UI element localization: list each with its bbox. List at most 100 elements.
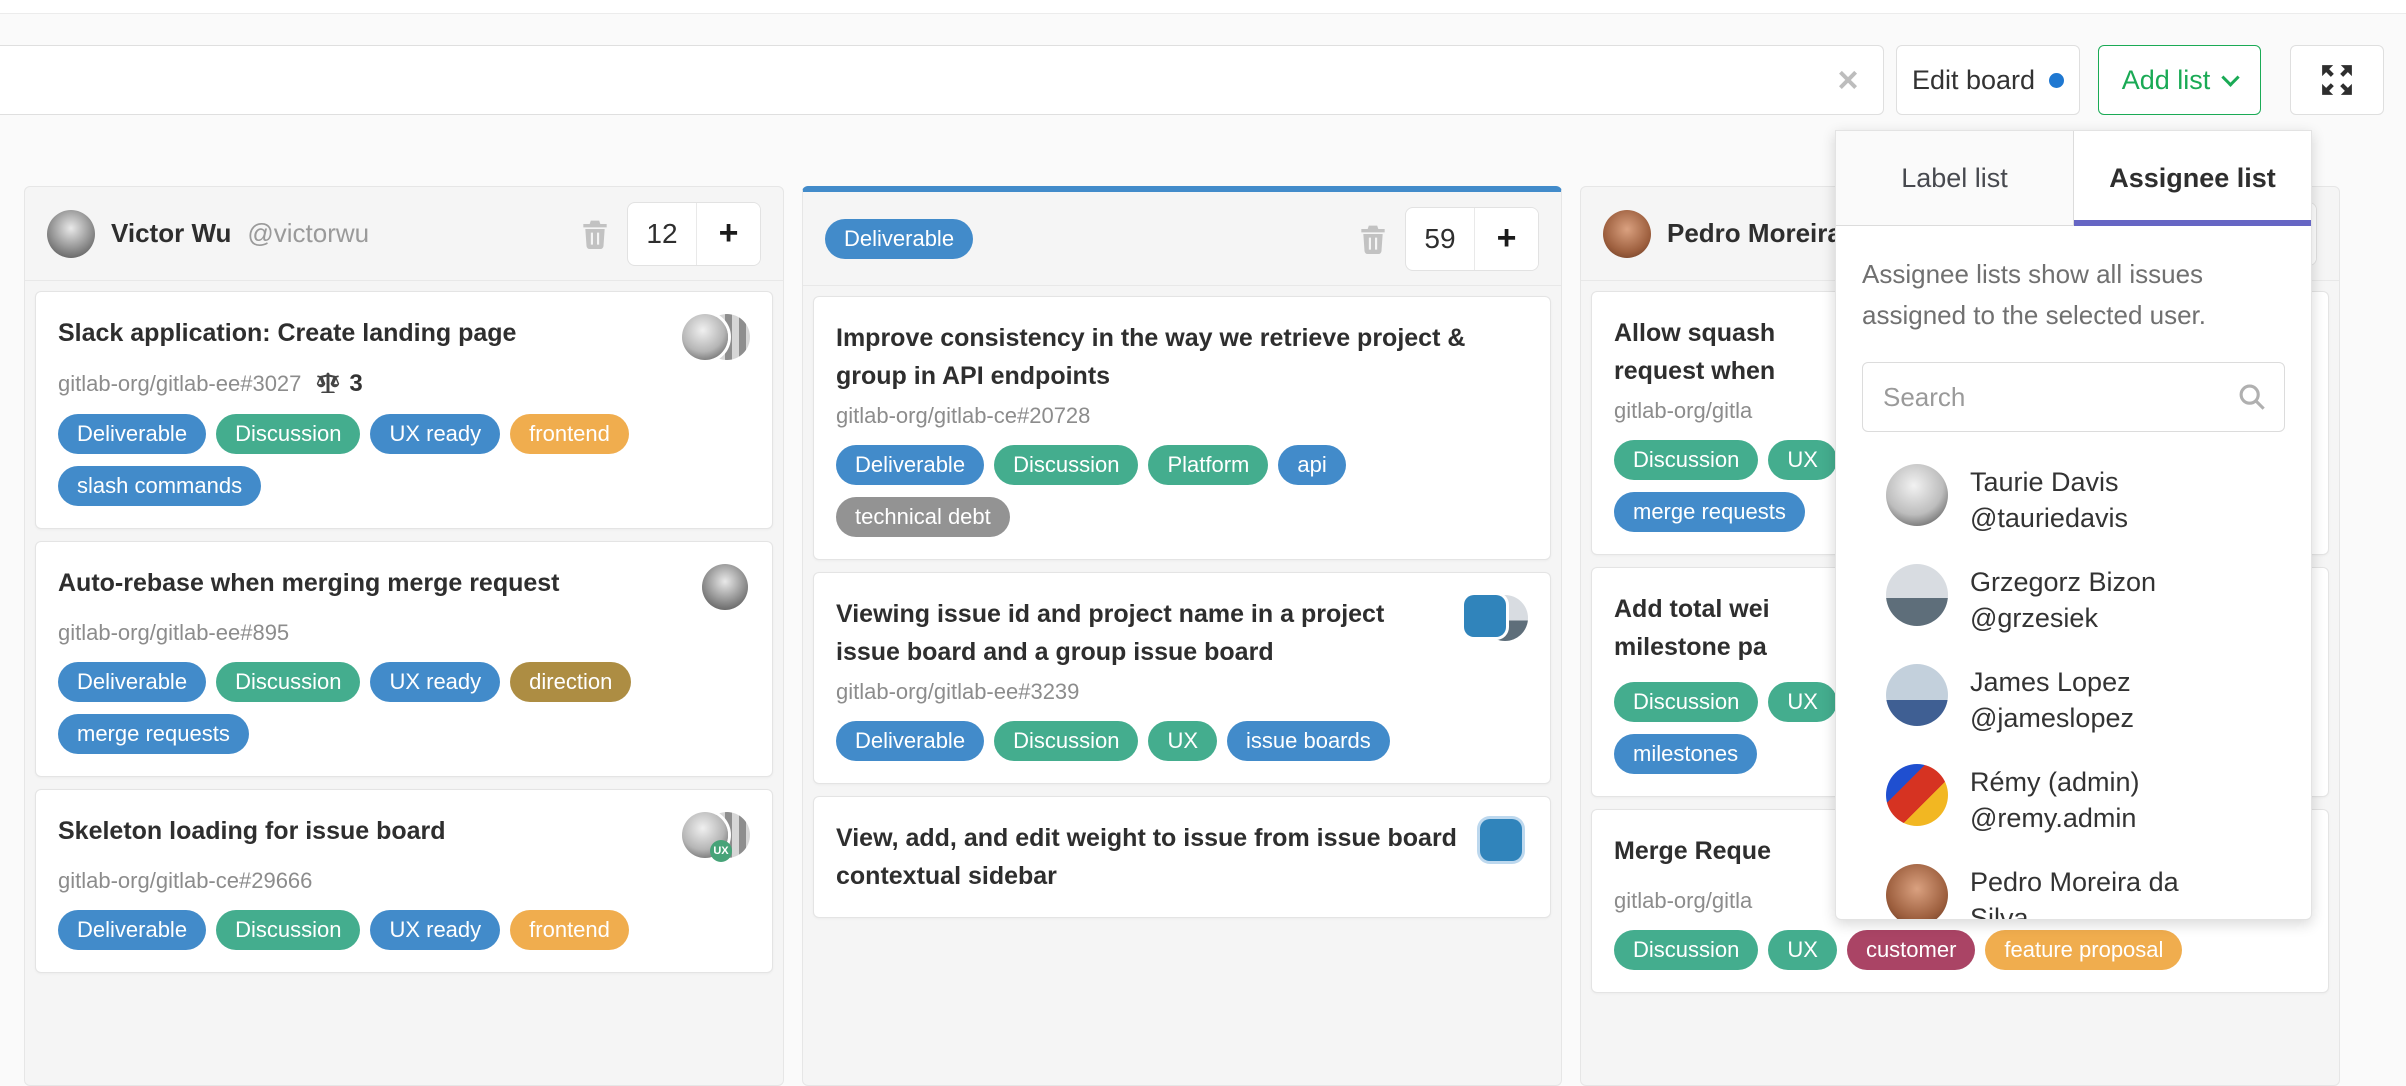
label-pill[interactable]: Discussion [216, 414, 361, 454]
issue-labels: Discussion UX customer feature proposal [1614, 930, 2306, 970]
search-icon [2239, 384, 2265, 410]
label-row: merge requests [1614, 492, 2306, 532]
label-pill[interactable]: customer [1846, 930, 1976, 970]
issue-title: Slack application: Create landing page [58, 319, 517, 347]
label-pill[interactable]: milestones [1614, 734, 1758, 774]
user-list-item[interactable]: Taurie Davis @tauriedavis [1836, 450, 2311, 550]
label-pill[interactable]: Deliverable [836, 721, 985, 761]
issue-card[interactable]: Slack application: Create landing page gi… [35, 291, 773, 529]
label-pill[interactable]: slash commands [58, 466, 262, 506]
user-text: Rémy (admin) @remy.admin [1970, 764, 2140, 836]
label-pill[interactable]: Discussion [216, 910, 361, 950]
user-name: Pedro Moreira da Silva [1970, 867, 2179, 920]
label-pill[interactable]: Platform [1148, 445, 1269, 485]
clear-filter-icon[interactable]: × [1837, 59, 1859, 100]
user-list-item[interactable]: Grzegorz Bizon @grzesiek [1836, 550, 2311, 650]
user-name: James Lopez [1970, 667, 2131, 697]
new-issue-button[interactable]: + [1474, 207, 1538, 270]
label-pill[interactable]: UX [1768, 930, 1837, 970]
delete-list-icon[interactable] [1359, 224, 1387, 254]
label-pill[interactable]: Discussion [1614, 682, 1759, 722]
user-text: Pedro Moreira da Silva [1970, 864, 2200, 920]
card-titles: Slack application: Create landing page [58, 314, 666, 352]
issue-labels: Deliverable Discussion UX ready frontend sla… [58, 414, 750, 506]
filter-input[interactable] [0, 46, 1813, 114]
dropdown-tabs: Label list Assignee list [1836, 131, 2311, 226]
fullscreen-button[interactable] [2290, 45, 2384, 115]
issue-weight: 3 [315, 370, 363, 398]
label-pill[interactable]: Deliverable [58, 414, 207, 454]
card-titles: Add total wei milestone pa [1614, 590, 2244, 666]
label-pill[interactable]: Discussion [216, 662, 361, 702]
label-pill[interactable]: UX [1768, 440, 1837, 480]
label-row: Deliverable Discussion Platform api [836, 445, 1528, 485]
label-pill[interactable]: frontend [510, 910, 629, 950]
column-title: Deliverable [825, 218, 1343, 259]
column-assignee-name: Victor Wu [111, 218, 232, 248]
label-pill[interactable]: technical debt [836, 497, 1010, 537]
user-text: Taurie Davis @tauriedavis [1970, 464, 2128, 536]
add-list-button[interactable]: Add list [2098, 45, 2261, 115]
issue-title: Skeleton loading for issue board [58, 817, 446, 845]
issue-reference: gitlab-org/gitla [1614, 398, 1753, 423]
filter-input-wrap: × [0, 45, 1884, 115]
board-column: Deliverable 59 + Improve consistency in the… [802, 186, 1562, 1086]
issue-labels: Deliverable Discussion UX ready frontend [58, 910, 750, 950]
label-pill[interactable]: Discussion [1614, 440, 1759, 480]
label-pill[interactable]: merge requests [58, 714, 249, 754]
delete-list-icon[interactable] [581, 219, 609, 249]
label-pill[interactable]: api [1278, 445, 1346, 485]
card-top: Slack application: Create landing page [58, 314, 750, 362]
avatar [1886, 664, 1948, 726]
label-pill[interactable]: UX ready [370, 662, 501, 702]
edit-board-button[interactable]: Edit board [1896, 45, 2080, 115]
label-pill[interactable]: issue boards [1227, 721, 1390, 761]
user-list-item[interactable]: Pedro Moreira da Silva [1836, 850, 2311, 920]
label-pill[interactable]: direction [510, 662, 632, 702]
issue-meta-row: gitlab-org/gitla [1614, 398, 2306, 424]
user-name: Grzegorz Bizon [1970, 567, 2157, 597]
card-top: Improve consistency in the way we retrie… [836, 319, 1528, 395]
issue-meta-row: gitlab-org/gitlab-ce#20728 [836, 403, 1528, 429]
label-pill[interactable]: Deliverable [58, 910, 207, 950]
card-titles: Merge Reque [1614, 832, 2244, 870]
issue-reference: gitlab-org/gitlab-ce#29666 [58, 868, 313, 893]
new-issue-button[interactable]: + [696, 202, 760, 265]
issue-card[interactable]: Skeleton loading for issue board UX gitlab… [35, 789, 773, 973]
issue-meta-row: gitlab-org/gitlab-ee#3027 3 [58, 370, 750, 398]
label-pill[interactable]: Discussion [994, 445, 1139, 485]
label-row: technical debt [836, 497, 1528, 537]
card-list: Slack application: Create landing page gi… [25, 281, 783, 983]
board-column: Victor Wu @victorwu 12 + Slack application: … [24, 186, 784, 1086]
label-pill[interactable]: Discussion [1614, 930, 1759, 970]
label-pill[interactable]: UX [1148, 721, 1217, 761]
column-controls: 12 + [581, 201, 761, 266]
issue-title-line: request when [1614, 357, 1776, 385]
label-pill[interactable]: Deliverable [836, 445, 985, 485]
label-pill[interactable]: Discussion [994, 721, 1139, 761]
tab-label-list[interactable]: Label list [1836, 131, 2074, 226]
label-pill[interactable]: Deliverable [58, 662, 207, 702]
label-pill[interactable]: UX ready [370, 414, 501, 454]
tab-assignee-list[interactable]: Assignee list [2074, 131, 2311, 226]
chevron-down-icon [2221, 67, 2240, 87]
label-pill[interactable]: UX ready [370, 910, 501, 950]
label-pill[interactable]: frontend [510, 414, 629, 454]
avatar [1603, 209, 1651, 258]
label-row: Deliverable Discussion UX ready frontend [58, 910, 750, 950]
avatar [702, 564, 748, 610]
issue-card[interactable]: Auto-rebase when merging merge request gi… [35, 541, 773, 777]
user-list-item[interactable]: Rémy (admin) @remy.admin [1836, 750, 2311, 850]
avatar [1886, 464, 1948, 526]
label-row: merge requests [58, 714, 750, 754]
issue-card[interactable]: Viewing issue id and project name in a p… [813, 572, 1551, 784]
label-pill[interactable]: merge requests [1614, 492, 1805, 532]
issue-card[interactable]: View, add, and edit weight to issue from… [813, 796, 1551, 918]
issue-card[interactable]: Improve consistency in the way we retrie… [813, 296, 1551, 560]
label-pill[interactable]: UX [1768, 682, 1837, 722]
card-titles: Skeleton loading for issue board [58, 812, 666, 850]
label-pill[interactable]: feature proposal [1985, 930, 2183, 970]
user-search-input[interactable] [1863, 381, 2238, 413]
user-list-item[interactable]: James Lopez @jameslopez [1836, 650, 2311, 750]
avatar [1886, 564, 1948, 626]
